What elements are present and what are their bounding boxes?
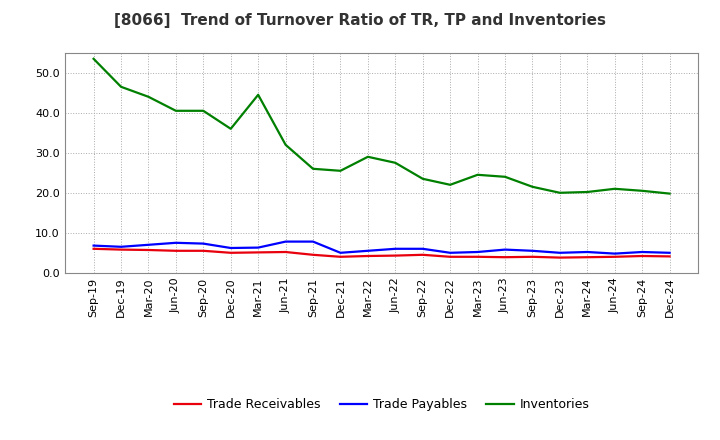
Trade Payables — [528, 248, 537, 253]
Inventories — [282, 142, 290, 147]
Trade Payables — [254, 245, 263, 250]
Trade Receivables — [611, 254, 619, 260]
Trade Payables — [418, 246, 427, 251]
Trade Payables — [500, 247, 509, 252]
Trade Payables — [446, 250, 454, 256]
Inventories — [583, 189, 592, 194]
Inventories — [446, 182, 454, 187]
Trade Receivables — [556, 255, 564, 260]
Trade Receivables — [144, 247, 153, 253]
Trade Receivables — [391, 253, 400, 258]
Trade Payables — [583, 249, 592, 255]
Trade Receivables — [665, 254, 674, 259]
Trade Payables — [364, 248, 372, 253]
Trade Receivables — [528, 254, 537, 260]
Inventories — [254, 92, 263, 97]
Trade Receivables — [583, 255, 592, 260]
Trade Payables — [117, 244, 125, 249]
Inventories — [171, 108, 180, 114]
Trade Receivables — [336, 254, 345, 260]
Inventories — [611, 186, 619, 191]
Inventories — [226, 126, 235, 132]
Trade Receivables — [638, 253, 647, 259]
Inventories — [364, 154, 372, 159]
Inventories — [336, 168, 345, 173]
Trade Payables — [89, 243, 98, 248]
Inventories — [391, 160, 400, 165]
Trade Payables — [556, 250, 564, 256]
Trade Payables — [226, 246, 235, 251]
Inventories — [309, 166, 318, 172]
Trade Payables — [144, 242, 153, 247]
Inventories — [500, 174, 509, 180]
Trade Receivables — [309, 252, 318, 257]
Inventories — [89, 56, 98, 62]
Trade Receivables — [418, 252, 427, 257]
Trade Receivables — [282, 249, 290, 255]
Inventories — [144, 94, 153, 99]
Trade Payables — [309, 239, 318, 244]
Trade Receivables — [171, 248, 180, 253]
Trade Payables — [336, 250, 345, 256]
Trade Receivables — [254, 250, 263, 255]
Trade Payables — [391, 246, 400, 251]
Trade Receivables — [446, 254, 454, 260]
Trade Payables — [199, 241, 207, 246]
Line: Trade Payables: Trade Payables — [94, 242, 670, 253]
Trade Receivables — [199, 248, 207, 253]
Inventories — [117, 84, 125, 89]
Inventories — [418, 176, 427, 181]
Inventories — [556, 190, 564, 195]
Trade Receivables — [473, 254, 482, 260]
Trade Receivables — [226, 250, 235, 256]
Trade Receivables — [500, 255, 509, 260]
Trade Receivables — [364, 253, 372, 259]
Inventories — [473, 172, 482, 177]
Trade Receivables — [89, 246, 98, 251]
Inventories — [638, 188, 647, 194]
Trade Payables — [282, 239, 290, 244]
Trade Receivables — [117, 247, 125, 252]
Line: Inventories: Inventories — [94, 59, 670, 194]
Line: Trade Receivables: Trade Receivables — [94, 249, 670, 257]
Text: [8066]  Trend of Turnover Ratio of TR, TP and Inventories: [8066] Trend of Turnover Ratio of TR, TP… — [114, 13, 606, 28]
Trade Payables — [473, 249, 482, 255]
Trade Payables — [171, 240, 180, 246]
Inventories — [528, 184, 537, 190]
Trade Payables — [665, 250, 674, 256]
Trade Payables — [638, 249, 647, 255]
Inventories — [199, 108, 207, 114]
Trade Payables — [611, 251, 619, 256]
Inventories — [665, 191, 674, 196]
Legend: Trade Receivables, Trade Payables, Inventories: Trade Receivables, Trade Payables, Inven… — [168, 393, 595, 416]
